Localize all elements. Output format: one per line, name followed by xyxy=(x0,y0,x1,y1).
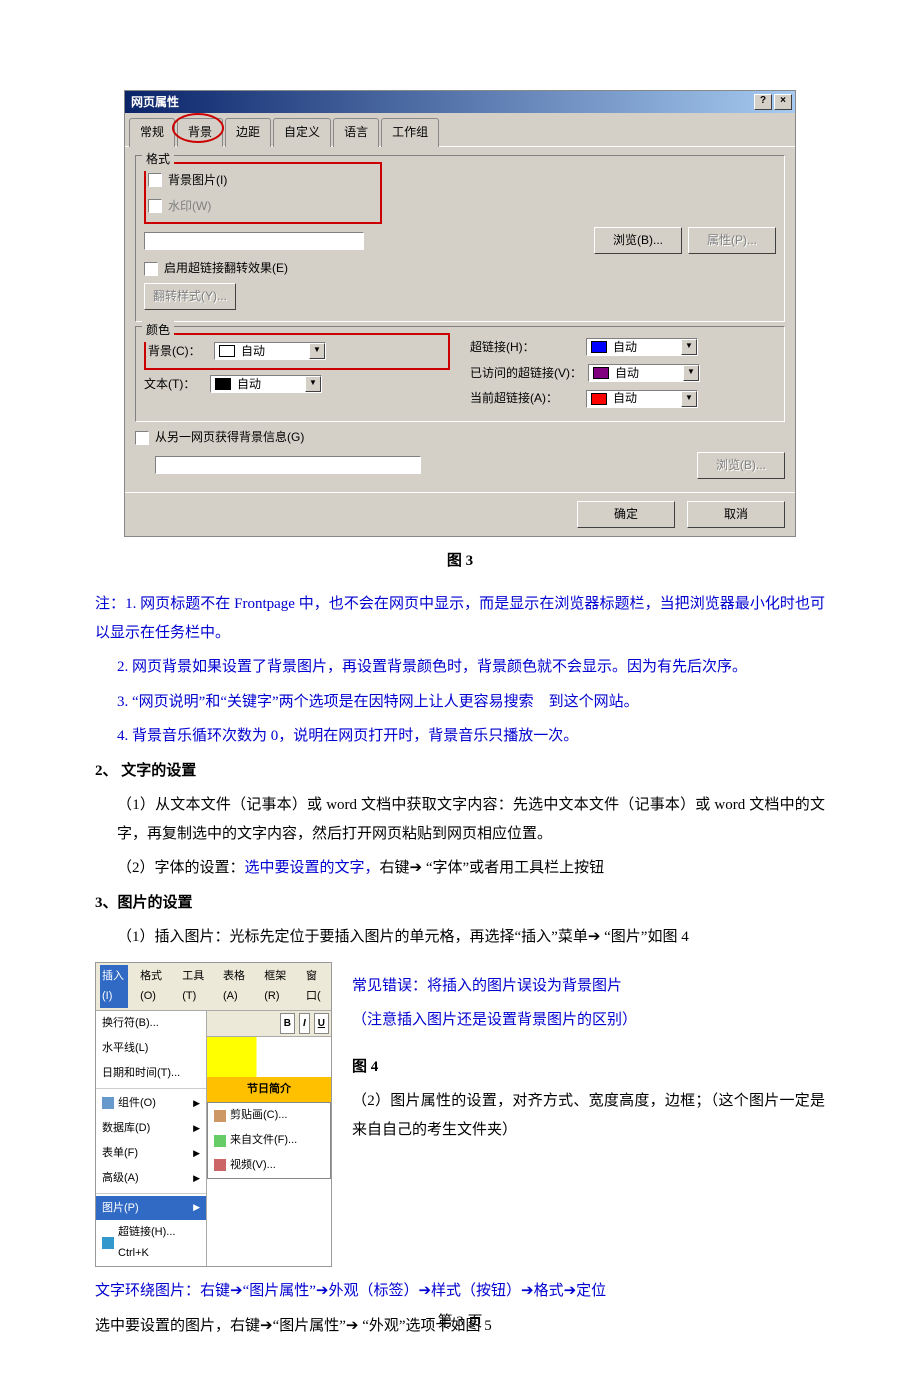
bg-image-path-input[interactable] xyxy=(144,232,364,250)
tab-general[interactable]: 常规 xyxy=(129,118,175,147)
browse-button[interactable]: 浏览(B)... xyxy=(594,227,682,254)
tab-custom[interactable]: 自定义 xyxy=(273,118,331,147)
text-color-dropdown[interactable]: 自动▼ xyxy=(210,375,322,393)
dialog-title: 网页属性 xyxy=(131,91,179,114)
file-icon xyxy=(214,1135,226,1147)
link-color-dropdown[interactable]: 自动▼ xyxy=(586,338,698,356)
menu-table[interactable]: 表格(A) xyxy=(221,965,252,1009)
mi-database[interactable]: 数据库(D)▶ xyxy=(96,1116,206,1141)
note-4: 4. 背景音乐循环次数为 0，说明在网页打开时，背景音乐只播放一次。 xyxy=(95,722,825,751)
another-page-input[interactable] xyxy=(155,456,421,474)
underline-icon[interactable]: U xyxy=(314,1013,329,1034)
dialog-titlebar: 网页属性 ? × xyxy=(125,91,795,113)
rollover-label: 启用超链接翻转效果(E) xyxy=(164,257,288,280)
bg-image-label: 背景图片(I) xyxy=(168,169,227,192)
alink-color-dropdown[interactable]: 自动▼ xyxy=(586,390,698,408)
section2-item2: （2）字体的设置：选中要设置的文字，右键➔ “字体”或者用工具栏上按钮 xyxy=(95,854,825,883)
italic-icon[interactable]: I xyxy=(299,1013,310,1034)
submenu-clipart[interactable]: 剪贴画(C)... xyxy=(208,1103,330,1128)
clipart-icon xyxy=(214,1110,226,1122)
dialog-tabs: 常规 背景 边距 自定义 语言 工作组 xyxy=(125,113,795,147)
mi-break[interactable]: 换行符(B)... xyxy=(96,1011,206,1036)
link-color-label: 超链接(H)： xyxy=(470,336,580,359)
browse2-button[interactable]: 浏览(B)... xyxy=(697,452,785,479)
ok-button[interactable]: 确定 xyxy=(577,501,675,528)
menu-insert[interactable]: 插入(I) xyxy=(100,965,128,1009)
note-2: 2. 网页背景如果设置了背景图片，再设置背景颜色时，背景颜色就不会显示。因为有先… xyxy=(95,653,825,682)
mini-toolbar: B I U xyxy=(207,1011,331,1037)
vlink-color-dropdown[interactable]: 自动▼ xyxy=(588,364,700,382)
insert-menu-screenshot: 插入(I) 格式(O) 工具(T) 表格(A) 框架(R) 窗口( 换行符(B)… xyxy=(95,962,332,1268)
section2-item1: （1）从文本文件（记事本）或 word 文档中获取文字内容：先选中文本文件（记事… xyxy=(95,791,825,848)
red-highlight-box-2: 背景(C)： 自动▼ xyxy=(144,333,450,370)
section3-item2: （2）图片属性的设置，对齐方式、宽度高度，边框；（这个图片一定是来自自己的考生文… xyxy=(352,1087,825,1144)
red-highlight-box-1: 背景图片(I) 水印(W) xyxy=(144,162,382,225)
page-properties-dialog: 网页属性 ? × 常规 背景 边距 自定义 语言 工作组 格式 背景图片(I) … xyxy=(124,90,796,537)
bg-image-checkbox[interactable] xyxy=(148,173,162,187)
common-error-2: （注意插入图片还是设置背景图片的区别） xyxy=(352,1006,825,1035)
section2-title: 2、 文字的设置 xyxy=(95,757,825,786)
mi-picture[interactable]: 图片(P)▶ xyxy=(96,1196,206,1221)
figure3-caption: 图 3 xyxy=(95,547,825,576)
from-another-label: 从另一网页获得背景信息(G) xyxy=(155,426,304,449)
vlink-color-label: 已访问的超链接(V)： xyxy=(470,362,582,385)
video-icon xyxy=(214,1159,226,1171)
alink-color-label: 当前超链接(A)： xyxy=(470,387,580,410)
tab-language[interactable]: 语言 xyxy=(333,118,379,147)
page-number: 第 3 页 xyxy=(0,1308,920,1337)
watermark-label: 水印(W) xyxy=(168,195,211,218)
cancel-button[interactable]: 取消 xyxy=(687,501,785,528)
mi-component[interactable]: 组件(O)▶ xyxy=(96,1091,206,1116)
rollover-checkbox[interactable] xyxy=(144,262,158,276)
close-button[interactable]: × xyxy=(774,94,792,110)
mi-hyperlink[interactable]: 超链接(H)... Ctrl+K xyxy=(96,1220,206,1266)
watermark-checkbox[interactable] xyxy=(148,199,162,213)
mini-yellow-cell: 节日简介 xyxy=(207,1077,331,1102)
mi-hr[interactable]: 水平线(L) xyxy=(96,1036,206,1061)
bg-color-label: 背景(C)： xyxy=(148,340,208,363)
properties-button[interactable]: 属性(P)... xyxy=(688,227,776,254)
mi-datetime[interactable]: 日期和时间(T)... xyxy=(96,1061,206,1086)
tab-margin[interactable]: 边距 xyxy=(225,118,271,147)
color-fieldset: 颜色 背景(C)： 自动▼ 文本(T)： 自动▼ xyxy=(135,326,785,422)
format-fieldset: 格式 背景图片(I) 水印(W) 浏览(B)... 属性(P)... 启用超链接… xyxy=(135,155,785,322)
mi-form[interactable]: 表单(F)▶ xyxy=(96,1141,206,1166)
submenu-video[interactable]: 视频(V)... xyxy=(208,1153,330,1178)
note-1: 注：1. 网页标题不在 Frontpage 中，也不会在网页中显示，而是显示在浏… xyxy=(95,590,825,647)
section3-title: 3、图片的设置 xyxy=(95,889,825,918)
bold-icon[interactable]: B xyxy=(280,1013,295,1034)
tab-background[interactable]: 背景 xyxy=(177,118,223,147)
bg-color-dropdown[interactable]: 自动▼ xyxy=(214,342,326,360)
mini-canvas xyxy=(207,1037,331,1077)
mi-advanced[interactable]: 高级(A)▶ xyxy=(96,1166,206,1191)
common-error-1: 常见错误：将插入的图片误设为背景图片 xyxy=(352,972,825,1001)
tab-workgroup[interactable]: 工作组 xyxy=(381,118,439,147)
text-wrap-steps: 文字环绕图片：右键➔“图片属性”➔外观（标签）➔样式（按钮）➔格式➔定位 xyxy=(95,1277,825,1306)
menu-format[interactable]: 格式(O) xyxy=(138,965,170,1009)
from-another-checkbox[interactable] xyxy=(135,431,149,445)
rollover-style-button[interactable]: 翻转样式(Y)... xyxy=(144,283,236,310)
help-button[interactable]: ? xyxy=(754,94,772,110)
menu-tools[interactable]: 工具(T) xyxy=(180,965,211,1009)
submenu-fromfile[interactable]: 来自文件(F)... xyxy=(208,1128,330,1153)
color-legend: 颜色 xyxy=(142,319,174,342)
picture-submenu: 剪贴画(C)... 来自文件(F)... 视频(V)... xyxy=(207,1102,331,1179)
menu-frame[interactable]: 框架(R) xyxy=(262,965,294,1009)
component-icon xyxy=(102,1097,114,1109)
format-legend: 格式 xyxy=(142,148,174,171)
insert-dropdown: 换行符(B)... 水平线(L) 日期和时间(T)... 组件(O)▶ 数据库(… xyxy=(96,1011,207,1266)
figure4-caption: 图 4 xyxy=(352,1053,825,1082)
menu-window[interactable]: 窗口( xyxy=(304,965,327,1009)
section3-item1: （1）插入图片：光标先定位于要插入图片的单元格，再选择“插入”菜单➔ “图片”如… xyxy=(95,923,825,952)
note-3: 3. “网页说明”和“关键字”两个选项是在因特网上让人更容易搜索 到这个网站。 xyxy=(95,688,825,717)
text-color-label: 文本(T)： xyxy=(144,373,204,396)
link-icon xyxy=(102,1237,114,1249)
